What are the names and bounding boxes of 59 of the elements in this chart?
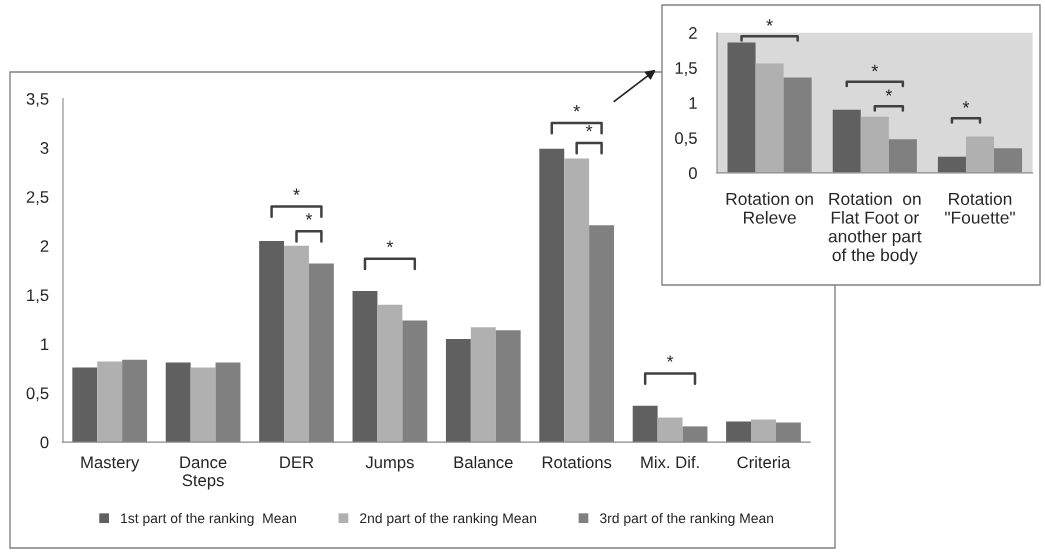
bar	[832, 109, 861, 173]
legend-label: 3rd part of the ranking Mean	[599, 512, 774, 526]
bar	[726, 421, 752, 443]
bar	[259, 240, 285, 443]
x-tick-label: Jumps	[365, 456, 414, 472]
bar	[352, 290, 378, 443]
y-tick-label: 2	[689, 27, 697, 39]
annotation: *	[666, 355, 674, 362]
bar	[937, 156, 966, 173]
annotation: *	[871, 64, 879, 72]
bar	[539, 148, 565, 443]
y-tick-label: 0,5	[675, 132, 697, 146]
bar	[751, 419, 776, 443]
x-tick-label: Balance	[454, 455, 513, 469]
x-tick-label: Criteria	[737, 455, 791, 469]
y-tick-label: 1	[41, 338, 49, 350]
y-tick-label: 3,5	[26, 93, 49, 107]
x-tick-label: Rotations	[542, 455, 612, 469]
x-tick-label: Mix. Dif.	[641, 455, 699, 469]
bar	[632, 405, 658, 443]
bar	[377, 304, 403, 443]
legend-label: 1st part of the ranking Mean	[121, 512, 296, 526]
bar	[860, 116, 889, 173]
annotation: *	[885, 89, 893, 96]
bar	[657, 417, 683, 443]
annotation: *	[386, 240, 394, 248]
annotation: *	[962, 101, 970, 108]
annotation: *	[585, 125, 593, 132]
bar	[97, 361, 123, 443]
y-tick-label: 0,5	[26, 387, 49, 402]
bar	[190, 367, 216, 443]
bar	[965, 136, 995, 173]
y-tick-label: 1,5	[27, 289, 49, 304]
x-tick-label: Rotation on Releve	[726, 192, 813, 224]
legend-label: 2nd part of the ranking Mean	[360, 512, 537, 526]
bar	[470, 327, 496, 443]
y-tick-label: 2	[40, 240, 49, 252]
annotation: *	[305, 213, 313, 220]
y-tick-label: 0	[688, 167, 697, 180]
y-tick-label: 1,5	[675, 62, 697, 76]
x-tick-label: Dance Steps	[180, 456, 227, 490]
y-tick-label: 0	[40, 436, 49, 449]
x-tick-label: Rotation on Flat Foot or another part of the body	[828, 192, 922, 265]
bar	[727, 42, 756, 173]
y-tick-label: 3	[40, 142, 49, 154]
bar	[284, 245, 309, 443]
bar	[445, 339, 471, 443]
x-tick-label: DER	[280, 456, 314, 469]
y-tick-label: 1	[689, 97, 697, 109]
x-tick-label: Rotation "Fouette"	[945, 192, 1015, 224]
y-tick-label: 2,5	[26, 191, 49, 205]
annotation: *	[573, 105, 580, 112]
text: *	[766, 19, 773, 26]
annotation: *	[293, 188, 300, 195]
x-tick-label: Mastery	[81, 456, 140, 472]
bar	[755, 63, 784, 173]
bar	[165, 362, 191, 443]
bar	[72, 367, 98, 443]
bar	[564, 158, 590, 443]
